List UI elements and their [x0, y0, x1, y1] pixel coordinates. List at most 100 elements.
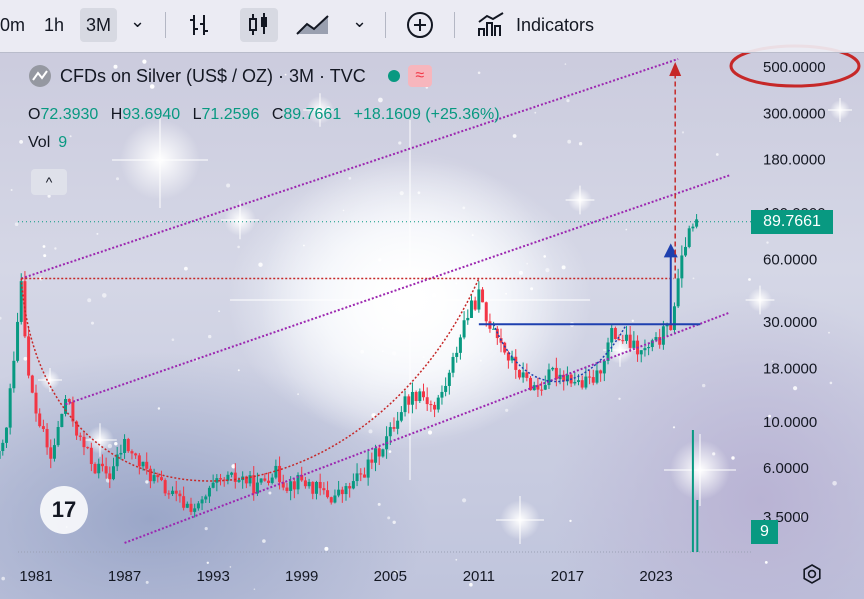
price-tick-label: 60.0000 [763, 251, 817, 268]
star [387, 516, 391, 520]
star [226, 183, 231, 188]
candle-body [469, 300, 473, 318]
star [297, 393, 299, 395]
candle-body [64, 399, 68, 414]
candle-body [300, 474, 304, 481]
star [0, 316, 2, 320]
open-label: O [28, 106, 41, 123]
star [39, 276, 44, 281]
candle-body [259, 478, 263, 483]
star [377, 502, 381, 506]
sparkle-ray [83, 423, 117, 457]
candle-body [270, 477, 274, 483]
compare-plus-icon[interactable] [405, 8, 435, 42]
star [43, 254, 47, 258]
candle-body [211, 482, 215, 488]
star [149, 84, 155, 89]
interval-dropdown-chevron[interactable]: ⌄ [130, 10, 146, 31]
candle-body [613, 328, 617, 339]
candle-body [230, 472, 234, 475]
volume-bar [691, 430, 694, 552]
candle-body [440, 391, 444, 398]
indicators-button[interactable]: Indicators [476, 8, 594, 42]
cup-curve[interactable] [20, 278, 480, 482]
chart-type-dropdown-chevron[interactable]: ⌄ [352, 10, 368, 31]
star [731, 456, 735, 460]
candle-body [650, 340, 654, 348]
channel-line[interactable] [65, 174, 731, 406]
candle-body [174, 490, 178, 494]
symbol-title[interactable]: CFDs on Silver (US$ / OZ) · 3M · TVC [60, 65, 366, 86]
interval-0m[interactable]: 0m [0, 14, 26, 35]
candle-body [93, 463, 97, 474]
candle-body [78, 435, 82, 437]
star [388, 450, 392, 453]
star [303, 244, 305, 247]
star [399, 191, 404, 196]
star [543, 255, 546, 258]
sparkle-ray [112, 112, 208, 208]
candle-body [281, 482, 285, 488]
tradingview-logo[interactable]: 17 [40, 486, 88, 534]
handle-curve[interactable] [492, 323, 628, 383]
star [382, 327, 384, 330]
volume-label: Vol [28, 134, 51, 151]
high-value: 93.6940 [122, 106, 181, 123]
candle-body [370, 459, 374, 463]
candle-body [687, 228, 691, 247]
candle-body [248, 475, 252, 484]
candle-body [451, 356, 455, 373]
candle-body [577, 380, 580, 382]
candle-body [684, 246, 688, 256]
settings-gear-icon[interactable] [800, 562, 824, 586]
candle-body [543, 385, 547, 390]
candle-body [680, 255, 684, 279]
interval-1h[interactable]: 1h [44, 14, 65, 35]
area-chart-type-icon[interactable] [295, 8, 331, 42]
candle-body [348, 486, 352, 489]
candle-body [392, 427, 396, 429]
candle-body [632, 340, 636, 348]
star [392, 351, 397, 356]
candle-body [204, 496, 208, 500]
bars-chart-type-icon[interactable] [186, 8, 212, 42]
candle-body [4, 427, 8, 443]
candle-body [414, 391, 418, 402]
interval-3m[interactable]: 3M [80, 8, 118, 42]
candle-body [624, 334, 628, 341]
price-tick-label: 30.0000 [763, 314, 817, 331]
candle-body [148, 468, 152, 482]
star [23, 356, 28, 361]
candle-body [8, 388, 12, 428]
candle-body [521, 372, 525, 378]
candle-body [0, 451, 1, 459]
candle-body [562, 374, 566, 382]
silver-symbol-icon [29, 65, 51, 87]
star [378, 258, 382, 262]
star [54, 247, 57, 250]
star [105, 478, 111, 483]
star [378, 97, 383, 103]
candle-body [606, 342, 610, 361]
star [324, 546, 329, 551]
candles-chart-type-icon[interactable] [240, 8, 278, 42]
star [113, 64, 118, 69]
channel-line[interactable] [20, 58, 679, 280]
star [471, 234, 474, 237]
price-tick-label: 10.0000 [763, 414, 817, 431]
time-axis[interactable]: 1981 1987 1993 1999 2005 2011 2017 2023 [19, 568, 672, 585]
candle-body [152, 475, 156, 482]
star [618, 397, 621, 400]
price-axis[interactable]: 500.0000300.0000180.0000100.000060.00003… [763, 59, 826, 526]
price-tick-label: 6.0000 [763, 460, 809, 477]
collapse-legend-button[interactable]: ^ [31, 169, 67, 195]
candle-body [340, 489, 344, 495]
star [566, 99, 570, 103]
candle-body [226, 474, 230, 481]
candle-body [337, 489, 341, 496]
candle-body [444, 385, 448, 392]
candle-body [86, 447, 90, 449]
candle-body [540, 389, 544, 391]
star [398, 141, 402, 145]
